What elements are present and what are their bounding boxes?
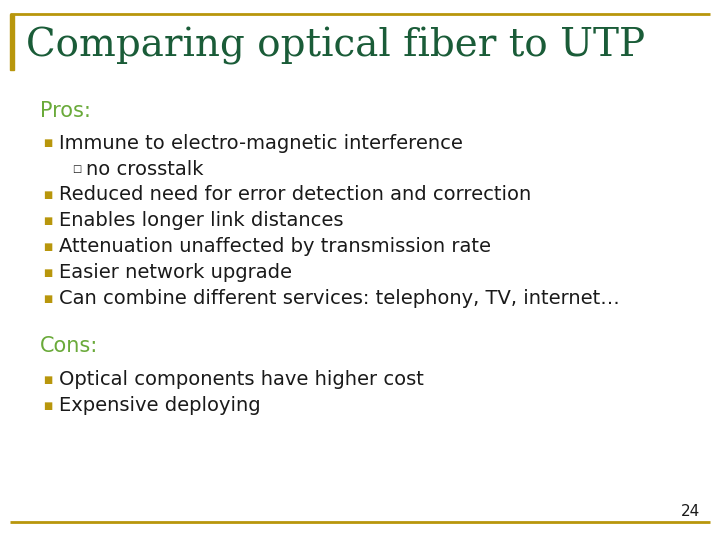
Text: □: □ bbox=[72, 164, 81, 174]
Text: Easier network upgrade: Easier network upgrade bbox=[59, 263, 292, 282]
Text: ■: ■ bbox=[43, 216, 53, 226]
Text: Can combine different services: telephony, TV, internet…: Can combine different services: telephon… bbox=[59, 289, 620, 308]
Text: ■: ■ bbox=[43, 401, 53, 410]
Text: ■: ■ bbox=[43, 268, 53, 278]
Bar bbox=[10, 14, 14, 70]
Text: ■: ■ bbox=[43, 242, 53, 252]
Text: ■: ■ bbox=[43, 294, 53, 303]
Text: Reduced need for error detection and correction: Reduced need for error detection and cor… bbox=[59, 185, 531, 205]
Text: Immune to electro-magnetic interference: Immune to electro-magnetic interference bbox=[59, 133, 463, 153]
Text: Cons:: Cons: bbox=[40, 336, 98, 356]
Text: Comparing optical fiber to UTP: Comparing optical fiber to UTP bbox=[26, 27, 645, 65]
Text: ■: ■ bbox=[43, 190, 53, 200]
Text: Attenuation unaffected by transmission rate: Attenuation unaffected by transmission r… bbox=[59, 237, 491, 256]
Text: Optical components have higher cost: Optical components have higher cost bbox=[59, 370, 424, 389]
Text: Enables longer link distances: Enables longer link distances bbox=[59, 211, 343, 231]
Text: ■: ■ bbox=[43, 375, 53, 384]
Text: no crosstalk: no crosstalk bbox=[86, 159, 204, 179]
Text: Pros:: Pros: bbox=[40, 100, 91, 121]
Text: Expensive deploying: Expensive deploying bbox=[59, 396, 261, 415]
Text: 24: 24 bbox=[680, 504, 700, 519]
Text: ■: ■ bbox=[43, 138, 53, 148]
